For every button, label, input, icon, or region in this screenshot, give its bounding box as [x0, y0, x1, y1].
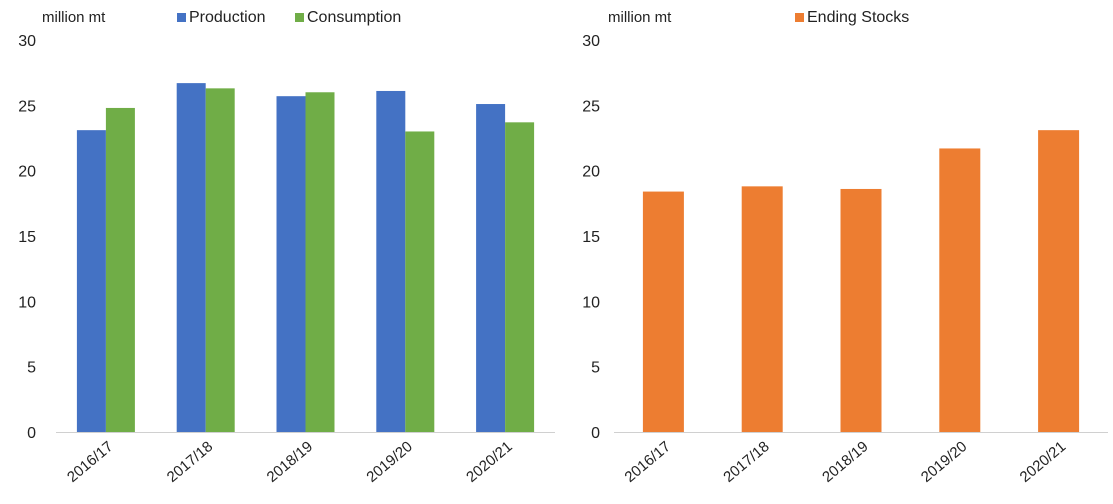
x-tick-label: 2019/20	[918, 438, 970, 486]
y-tick-label: 5	[27, 360, 36, 377]
x-tick-label: 2016/17	[64, 438, 116, 486]
ending-stocks-bar	[741, 186, 783, 432]
y-tick-label: 15	[18, 229, 36, 246]
x-tick-label: 2017/18	[164, 438, 216, 486]
consumption-bar	[105, 107, 135, 433]
x-tick-label: 2020/21	[463, 438, 515, 486]
production-bar	[176, 83, 206, 433]
consumption-bar	[505, 122, 535, 432]
unit-label: million mt	[42, 9, 106, 26]
x-tick-label: 2017/18	[720, 438, 772, 486]
consumption-bar	[305, 92, 335, 433]
legend-swatch	[177, 13, 186, 22]
y-tick-label: 20	[582, 164, 600, 181]
ending-stocks-bar	[840, 188, 882, 432]
legend-label: Ending Stocks	[807, 9, 909, 26]
legend-swatch	[795, 13, 804, 22]
legend-swatch	[295, 13, 304, 22]
legend-label: Production	[189, 9, 266, 26]
x-tick-label: 2019/20	[363, 438, 415, 486]
y-tick-label: 25	[582, 98, 600, 115]
ending-stocks-bar	[1038, 130, 1080, 432]
legend-label: Consumption	[307, 9, 401, 26]
production-bar	[376, 90, 406, 433]
y-tick-label: 30	[18, 33, 36, 50]
unit-label: million mt	[608, 9, 672, 26]
consumption-bar	[405, 131, 435, 432]
production-bar	[476, 104, 506, 432]
production-consumption-chart: million mt 0 5 10 15 20 25 30 2016/17 2017/18 201…	[18, 9, 555, 486]
y-tick-label: 10	[18, 294, 36, 311]
y-tick-label: 0	[591, 425, 600, 442]
x-tick-label: 2016/17	[621, 438, 673, 486]
ending-stocks-bar	[939, 148, 981, 432]
y-tick-label: 5	[591, 360, 600, 377]
y-tick-label: 25	[18, 98, 36, 115]
ending-stocks-bar	[642, 191, 684, 432]
y-tick-label: 20	[18, 164, 36, 181]
ending-stocks-chart: million mt 0 5 10 15 20 25 30 2016/17 2017/18 201…	[582, 9, 1108, 486]
y-tick-label: 0	[27, 425, 36, 442]
y-tick-label: 30	[582, 33, 600, 50]
production-bar	[276, 96, 306, 432]
x-tick-label: 2020/21	[1017, 438, 1069, 486]
y-tick-label: 10	[582, 294, 600, 311]
consumption-bar	[205, 88, 235, 432]
production-bar	[76, 130, 106, 432]
y-tick-label: 15	[582, 229, 600, 246]
x-tick-label: 2018/19	[819, 438, 871, 486]
x-tick-label: 2018/19	[264, 438, 316, 486]
